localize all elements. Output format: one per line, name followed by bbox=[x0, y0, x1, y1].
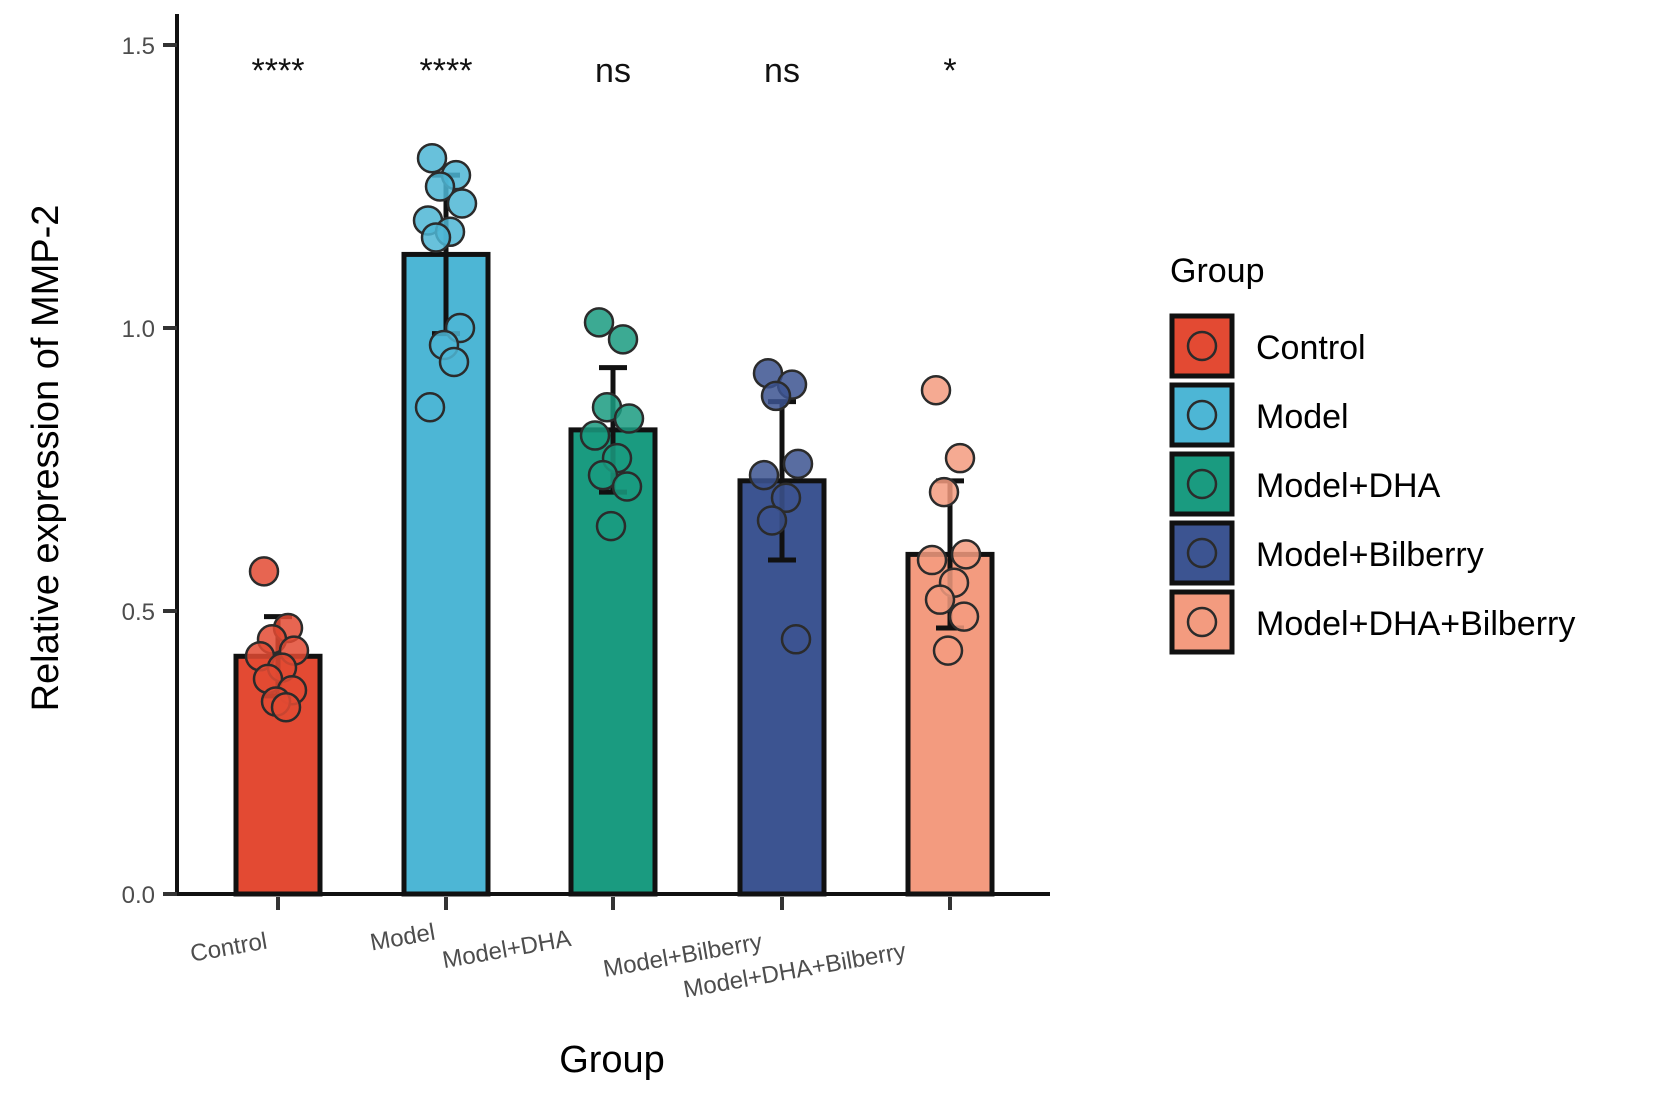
data-point bbox=[607, 324, 639, 355]
x-tick-label-1: Model bbox=[368, 919, 437, 957]
data-point bbox=[756, 505, 788, 536]
legend-title: Group bbox=[1170, 252, 1265, 290]
data-point bbox=[611, 471, 643, 502]
points-layer bbox=[244, 142, 982, 723]
data-point bbox=[583, 307, 615, 338]
significance-label-3: ns bbox=[764, 52, 800, 90]
significance-label-0: **** bbox=[252, 52, 305, 90]
significance-label-1: **** bbox=[420, 52, 473, 90]
data-point bbox=[579, 420, 611, 451]
data-point bbox=[424, 171, 456, 202]
data-point bbox=[950, 539, 982, 570]
legend-marker-2 bbox=[1186, 468, 1218, 500]
legend-marker-1 bbox=[1186, 399, 1218, 431]
legend-label-2: Model+DHA bbox=[1256, 467, 1441, 505]
y-tick-label-0: 0.0 bbox=[122, 882, 155, 909]
data-point bbox=[780, 624, 812, 655]
data-point bbox=[944, 442, 976, 474]
data-point bbox=[782, 448, 814, 480]
legend-label-3: Model+Bilberry bbox=[1256, 536, 1484, 574]
data-point bbox=[770, 482, 802, 514]
data-point bbox=[414, 391, 446, 423]
data-point bbox=[916, 544, 948, 576]
data-point bbox=[438, 346, 470, 378]
legend-label-4: Model+DHA+Bilberry bbox=[1256, 605, 1575, 643]
x-tick-label-2: Model+DHA bbox=[440, 925, 573, 974]
data-point bbox=[416, 142, 448, 174]
y-axis-title: Relative expression of MMP-2 bbox=[25, 205, 67, 712]
y-tick-label-3: 1.5 bbox=[122, 33, 155, 60]
legend-label-1: Model bbox=[1256, 398, 1349, 436]
data-point bbox=[760, 380, 792, 412]
significance-label-2: ns bbox=[595, 52, 631, 90]
significance-layer: **** **** ns ns * bbox=[252, 52, 957, 90]
legend-marker-3 bbox=[1186, 537, 1218, 569]
data-point bbox=[948, 601, 980, 632]
bar-3 bbox=[737, 478, 827, 897]
bar-2 bbox=[568, 427, 658, 897]
data-point bbox=[595, 510, 627, 542]
data-point bbox=[748, 459, 780, 491]
data-point bbox=[248, 556, 280, 587]
legend-label-0: Control bbox=[1256, 329, 1366, 367]
y-tick-label-2: 1.0 bbox=[122, 316, 155, 343]
data-point bbox=[920, 375, 952, 406]
data-point bbox=[928, 476, 960, 508]
x-axis-title: Group bbox=[559, 1039, 665, 1081]
data-point bbox=[420, 222, 452, 253]
legend: Group Control Model Model+DHA Model+Bilberry… bbox=[1169, 252, 1575, 655]
data-point bbox=[924, 584, 956, 615]
x-tick-label-0: Control bbox=[188, 928, 269, 968]
data-point bbox=[446, 188, 478, 219]
data-point bbox=[270, 691, 302, 723]
data-point bbox=[613, 403, 645, 434]
significance-label-4: * bbox=[943, 52, 956, 90]
legend-marker-4 bbox=[1186, 606, 1218, 638]
y-tick-label-1: 0.5 bbox=[122, 599, 155, 626]
data-point bbox=[932, 635, 964, 666]
legend-marker-0 bbox=[1186, 330, 1218, 362]
